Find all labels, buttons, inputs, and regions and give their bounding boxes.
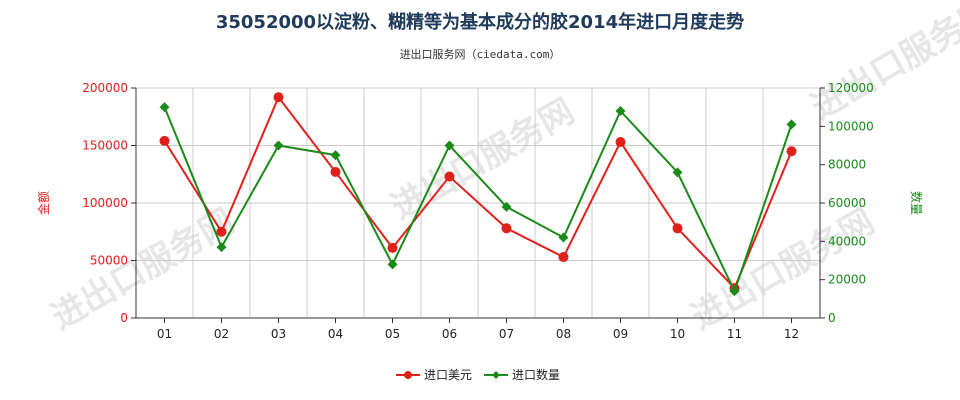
x-tick-label: 06 (442, 327, 457, 341)
x-tick-label: 09 (613, 327, 628, 341)
right-tick-label: 120000 (828, 81, 874, 95)
data-point-1 (159, 135, 170, 146)
data-point-1 (558, 252, 569, 263)
data-point-2 (216, 242, 227, 253)
data-point-2 (273, 140, 284, 151)
data-point-2 (501, 201, 512, 212)
data-point-1 (501, 223, 512, 234)
right-tick-label: 40000 (828, 234, 866, 248)
chart-title: 35052000以淀粉、糊精等为基本成分的胶2014年进口月度走势 (215, 12, 745, 33)
right-tick-label: 100000 (828, 119, 874, 133)
data-point-2 (786, 119, 797, 130)
data-point-2 (387, 259, 398, 270)
x-tick-label: 03 (271, 327, 286, 341)
data-point-1 (216, 226, 227, 237)
series-line-1 (163, 95, 793, 290)
x-tick-label: 04 (328, 327, 343, 341)
x-tick-label: 12 (784, 327, 799, 341)
chart-subtitle: 进出口服务网（ciedata.com） (399, 48, 561, 61)
series-line-2 (163, 106, 793, 294)
y-axis-title-left: 金额 (36, 191, 51, 215)
watermark-text: 进出口服务网 (805, 0, 960, 128)
x-tick-label: 05 (385, 327, 400, 341)
right-tick-label: 60000 (828, 196, 866, 210)
data-point-2 (672, 167, 683, 178)
series-layer (159, 92, 797, 297)
right-tick-label: 80000 (828, 158, 866, 172)
x-tick-label: 01 (157, 327, 172, 341)
data-point-2 (444, 140, 455, 151)
data-point-2 (159, 102, 170, 113)
legend-marker-2 (492, 371, 500, 379)
x-tick-label: 08 (556, 327, 571, 341)
watermark-text: 进出口服务网 (685, 201, 882, 338)
left-tick-label: 50000 (90, 254, 128, 268)
data-point-2 (615, 106, 626, 116)
legend[interactable]: 进口美元 进口数量 (396, 367, 560, 382)
data-point-2 (729, 286, 740, 297)
legend-marker-1 (404, 371, 412, 379)
right-tick-label: 20000 (828, 273, 866, 287)
data-point-1 (615, 137, 626, 148)
x-tick-label: 07 (499, 327, 514, 341)
left-tick-label: 0 (120, 311, 128, 325)
data-point-1 (273, 92, 284, 103)
legend-label-1: 进口美元 (424, 368, 472, 382)
right-tick-label: 0 (828, 311, 836, 325)
legend-label-2: 进口数量 (512, 367, 560, 382)
grid (135, 87, 821, 319)
left-tick-label: 100000 (82, 196, 128, 210)
data-point-1 (387, 242, 398, 253)
x-tick-label: 02 (214, 327, 229, 341)
data-point-2 (558, 232, 569, 243)
x-tick-label: 10 (670, 327, 685, 341)
data-point-1 (786, 146, 797, 157)
y-axis-title-right: 数量 (909, 191, 924, 215)
data-point-1 (330, 166, 341, 177)
data-point-1 (444, 171, 455, 182)
data-point-2 (330, 150, 341, 161)
left-tick-label: 200000 (82, 81, 128, 95)
left-tick-label: 150000 (82, 139, 128, 153)
data-point-1 (672, 223, 683, 234)
axes: 0 50000 100000 150000 200000 0 20000 40000 60000… (36, 81, 924, 341)
x-tick-label: 11 (727, 327, 742, 341)
